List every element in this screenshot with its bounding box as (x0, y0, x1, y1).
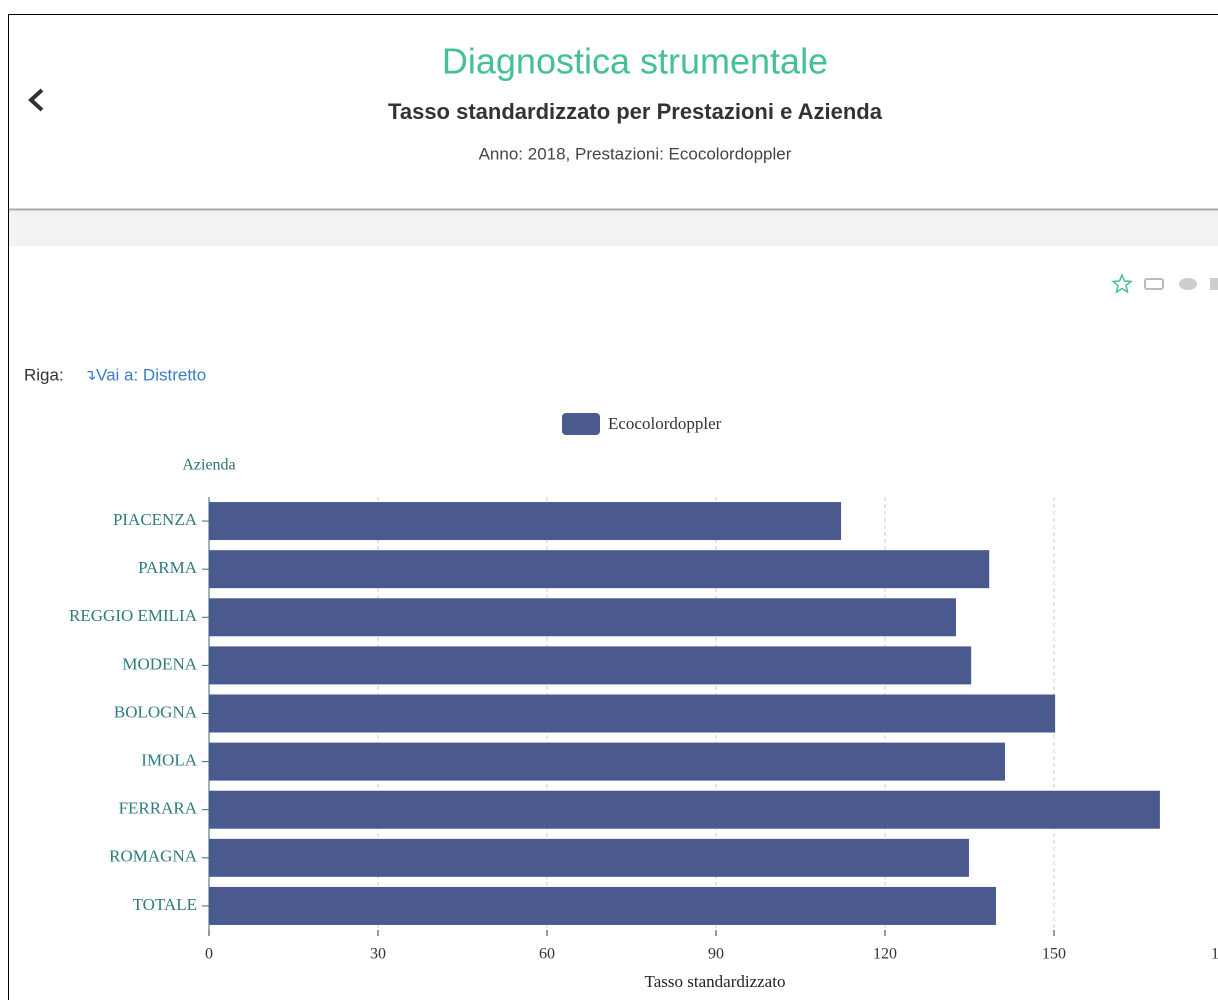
row-label: Riga: (24, 365, 64, 384)
page-subtitle: Tasso standardizzato per Prestazioni e A… (388, 99, 883, 124)
y-tick-label: PARMA (138, 558, 198, 577)
x-axis-title: Tasso standardizzato (645, 972, 786, 991)
y-tick-label: TOTALE (133, 895, 197, 914)
x-tick-label: 0 (205, 946, 213, 963)
x-tick-label: 30 (370, 946, 386, 963)
bar (209, 838, 969, 877)
bar (209, 694, 1056, 733)
legend-swatch (562, 413, 600, 435)
x-tick-label: 120 (873, 946, 897, 963)
x-tick-label: 90 (708, 946, 724, 963)
x-tick-label: 150 (1042, 946, 1066, 963)
y-tick-label: ROMAGNA (109, 847, 198, 866)
y-tick-label: IMOLA (141, 751, 197, 770)
bar (209, 550, 990, 589)
bar (209, 742, 1005, 781)
drill-link[interactable]: Vai a: Distretto (96, 365, 206, 384)
bar (209, 886, 996, 925)
page-title: Diagnostica strumentale (442, 41, 828, 82)
y-tick-label: PIACENZA (113, 510, 198, 529)
band (9, 209, 1218, 246)
frame (8, 14, 1218, 1000)
favorite-icon[interactable] (1111, 273, 1133, 294)
x-tick-label: 60 (539, 946, 555, 963)
x-tick-label: 180 (1211, 946, 1218, 963)
legend-label: Ecocolordoppler (608, 414, 722, 433)
bar (209, 502, 842, 541)
bar (209, 598, 956, 637)
y-tick-label: BOLOGNA (114, 702, 198, 721)
print-icon[interactable] (1210, 278, 1218, 290)
y-tick-label: FERRARA (119, 799, 198, 818)
y-tick-label: MODENA (122, 654, 197, 673)
y-axis-title: Azienda (182, 457, 235, 474)
bar (209, 646, 972, 685)
share-icon[interactable] (1144, 278, 1164, 290)
view-icon[interactable] (1179, 278, 1197, 290)
filters: Anno: 2018, Prestazioni: Ecocolordoppler (479, 144, 792, 163)
drill-arrow[interactable]: ↴ (84, 367, 97, 384)
y-tick-label: REGGIO EMILIA (69, 606, 198, 625)
back-button[interactable] (28, 88, 44, 112)
bar (209, 790, 1160, 829)
